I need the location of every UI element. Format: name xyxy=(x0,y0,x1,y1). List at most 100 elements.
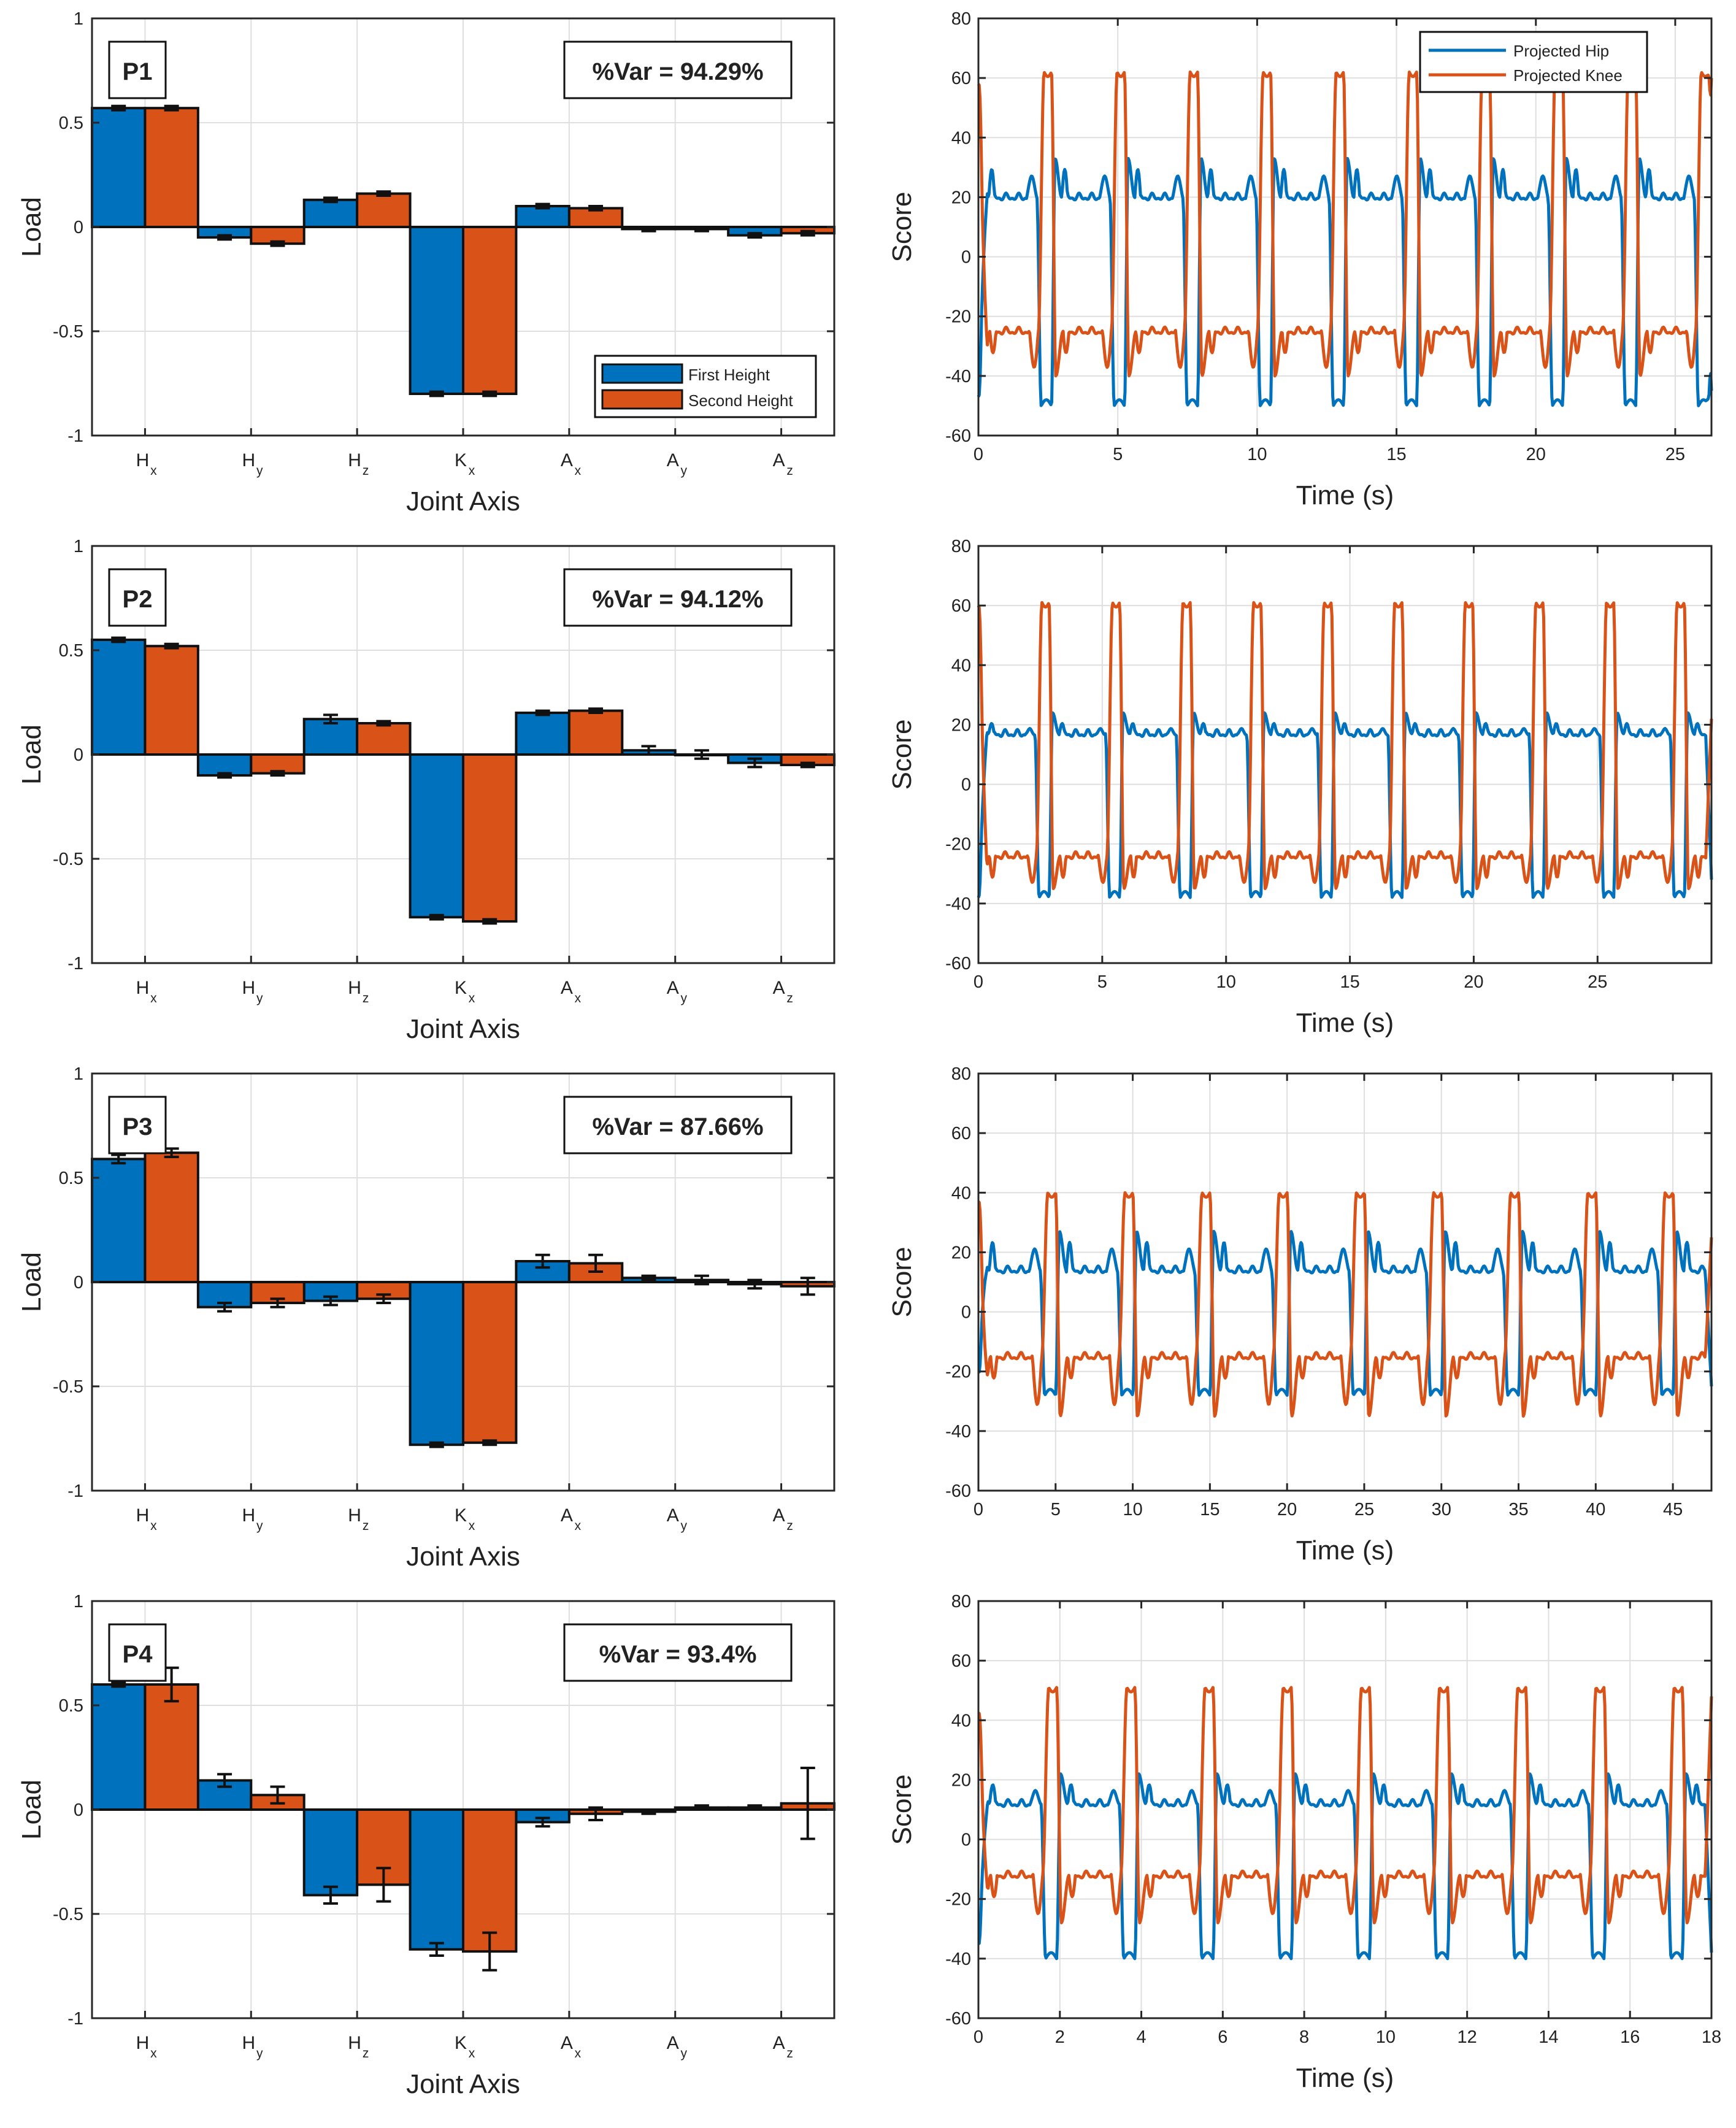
x-tick-label: 5 xyxy=(1113,445,1123,464)
line-chart-p1: -60 -40 -20 0 20 40 60 80 0 5 10 15 20 25 Time (s) Scor… xyxy=(887,9,1713,510)
x-tick-label: 15 xyxy=(1200,1500,1219,1519)
y-tick-label: 20 xyxy=(951,1243,971,1262)
x-tick-subscript: y xyxy=(680,464,687,478)
y-tick-label: -20 xyxy=(945,1890,971,1910)
y-tick-label: 60 xyxy=(951,69,971,88)
x-tick-label: 4 xyxy=(1136,2027,1146,2047)
y-tick-label: 80 xyxy=(951,537,971,556)
bar-first-hx xyxy=(91,639,147,756)
x-tick-label: 10 xyxy=(1123,1500,1142,1519)
x-tick-subscript: y xyxy=(256,2046,263,2061)
y-tick-label: 1 xyxy=(74,9,83,29)
x-tick-label: 0 xyxy=(974,2027,983,2047)
x-tick-label: K xyxy=(455,450,467,471)
y-tick-label: -0.5 xyxy=(53,850,83,869)
axes-box xyxy=(977,1600,1713,2019)
variance-box xyxy=(563,1096,793,1154)
y-tick-label: 0 xyxy=(74,1800,83,1820)
bar-first-kx xyxy=(409,1808,464,1951)
y-tick-label: 0 xyxy=(74,745,83,765)
series-line-projected-knee xyxy=(977,1191,1713,1418)
bar-first-hx xyxy=(91,107,147,228)
y-tick-label: -0.5 xyxy=(53,1905,83,1924)
series-line-projected-hip xyxy=(977,711,1713,899)
x-tick-subscript: y xyxy=(680,1519,687,1533)
x-tick-label: H xyxy=(348,1505,361,1526)
x-tick-label: 8 xyxy=(1299,2027,1309,2047)
bar-first-kx xyxy=(409,1281,464,1446)
y-axis-label: Load xyxy=(17,197,47,257)
bar-second-kx xyxy=(462,753,518,923)
x-tick-label: H xyxy=(348,450,361,471)
y-tick-label: 1 xyxy=(74,1064,83,1084)
y-tick-label: -60 xyxy=(945,426,971,446)
x-tick-label: 6 xyxy=(1218,2027,1227,2047)
x-tick-label: A xyxy=(561,978,573,998)
series-line-projected-knee xyxy=(977,70,1713,378)
x-tick-label: A xyxy=(773,978,785,998)
y-tick-label: 20 xyxy=(951,1770,971,1790)
series-line-projected-hip xyxy=(977,156,1713,407)
y-axis-label: Load xyxy=(17,724,47,785)
y-tick-label: 80 xyxy=(951,1592,971,1611)
x-tick-label: 0 xyxy=(974,1500,983,1519)
bar-second-kx xyxy=(462,1808,518,1953)
y-tick-label: 0 xyxy=(961,248,971,267)
x-tick-subscript: x xyxy=(469,1519,475,1533)
series-line-projected-knee xyxy=(977,601,1713,890)
x-tick-label: H xyxy=(242,2033,255,2053)
x-tick-label: 20 xyxy=(1277,1500,1297,1519)
panel-label: P1 xyxy=(123,58,153,85)
panel-label-box xyxy=(108,568,167,627)
x-tick-label: 10 xyxy=(1247,445,1267,464)
series-line-projected-knee xyxy=(977,1686,1713,1924)
axes-box xyxy=(977,1072,1713,1492)
y-axis-label: Load xyxy=(17,1252,47,1312)
x-tick-subscript: x xyxy=(575,464,582,478)
y-tick-label: 0 xyxy=(961,1830,971,1850)
axes-box xyxy=(977,17,1713,437)
y-tick-label: -40 xyxy=(945,367,971,386)
y-tick-label: -40 xyxy=(945,1422,971,1442)
x-tick-label: 25 xyxy=(1665,445,1685,464)
y-tick-label: 40 xyxy=(951,128,971,148)
x-tick-label: 10 xyxy=(1216,972,1236,992)
y-tick-label: -1 xyxy=(67,954,83,974)
x-tick-label: 5 xyxy=(1051,1500,1061,1519)
x-tick-subscript: z xyxy=(363,2046,369,2061)
x-tick-label: A xyxy=(667,450,679,471)
x-tick-label: A xyxy=(773,450,785,471)
variance-annotation: %Var = 94.12% xyxy=(592,586,763,613)
x-tick-label: 2 xyxy=(1055,2027,1065,2047)
y-tick-label: 1 xyxy=(74,537,83,556)
bar-second-hx xyxy=(144,107,199,228)
panel-label: P4 xyxy=(123,1641,153,1668)
y-tick-label: -60 xyxy=(945,2009,971,2029)
line-chart-p2: -60 -40 -20 0 20 40 60 80 0 5 10 15 20 25 Time (s) Scor… xyxy=(887,537,1713,1038)
x-tick-label: 30 xyxy=(1432,1500,1451,1519)
legend-swatch-second xyxy=(601,389,683,410)
panel-label: P2 xyxy=(123,586,153,613)
legend-swatch-first xyxy=(601,363,683,384)
x-tick-label: A xyxy=(773,2033,785,2053)
x-tick-subscript: x xyxy=(150,2046,157,2061)
y-tick-label: -60 xyxy=(945,1481,971,1501)
y-tick-label: 40 xyxy=(951,1183,971,1203)
series-line-projected-hip xyxy=(977,1229,1713,1397)
x-tick-label: H xyxy=(348,2033,361,2053)
y-tick-label: 80 xyxy=(951,9,971,29)
bar-second-kx xyxy=(462,226,518,395)
y-tick-label: 40 xyxy=(951,1711,971,1730)
panel-label: P3 xyxy=(123,1113,153,1140)
y-tick-label: -40 xyxy=(945,894,971,914)
x-tick-subscript: y xyxy=(256,991,263,1005)
y-tick-label: 0 xyxy=(961,775,971,795)
bar-first-hz xyxy=(302,198,359,228)
x-tick-label: A xyxy=(561,450,573,471)
x-tick-label: 15 xyxy=(1340,972,1359,992)
